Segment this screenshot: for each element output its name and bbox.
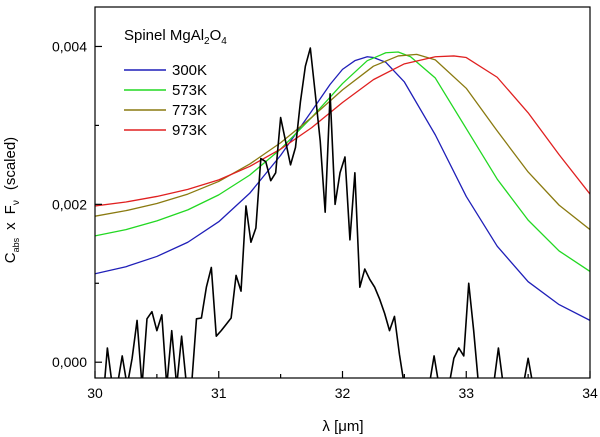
legend-items: 300K 573K 773K 973K [124,62,207,139]
y-title-f: F [2,205,19,214]
y-title-f-sub: ν [11,200,22,205]
x-tick-label: 34 [582,385,598,401]
series-line-300k [95,56,590,321]
series-line-573k [95,51,590,272]
legend-label-300k: 300K [172,62,207,79]
y-axis-title: Cabs xFν (scaled) [2,137,22,263]
x-tick-label: 31 [211,385,227,401]
y-tick-label: 0,000 [52,354,87,370]
y-title-x: x [2,222,19,230]
legend: Spinel MgAl2O4 300K 573K 773K 973K [124,27,227,139]
x-tick-label: 30 [87,385,103,401]
y-tick-label: 0,002 [52,196,87,212]
x-axis-title: λ [μm] [322,418,363,435]
legend-label-973k: 973K [172,122,207,139]
legend-title: Spinel MgAl2O4 [124,27,227,47]
y-title-scaled: (scaled) [2,137,19,190]
plot-frame [94,6,591,379]
y-tick-label: 0,004 [52,38,87,54]
series-line-973k [95,55,590,207]
series-line-773k [95,53,590,231]
axis-ticks [94,45,591,378]
axis-tick-labels: 30 31 32 33 34 0,000 0,002 0,004 [52,38,598,401]
legend-label-773k: 773K [172,102,207,119]
y-title-c-sub: abs [11,237,21,252]
x-tick-label: 32 [335,385,351,401]
svg-text:CabsxFν(scaled): Cabs xFν (scaled) [2,137,22,263]
plot-lines [95,47,590,378]
y-title-c: C [2,252,19,263]
legend-label-573k: 573K [172,82,207,99]
series-line-observed-spectrum [103,47,533,378]
x-tick-label: 33 [458,385,474,401]
